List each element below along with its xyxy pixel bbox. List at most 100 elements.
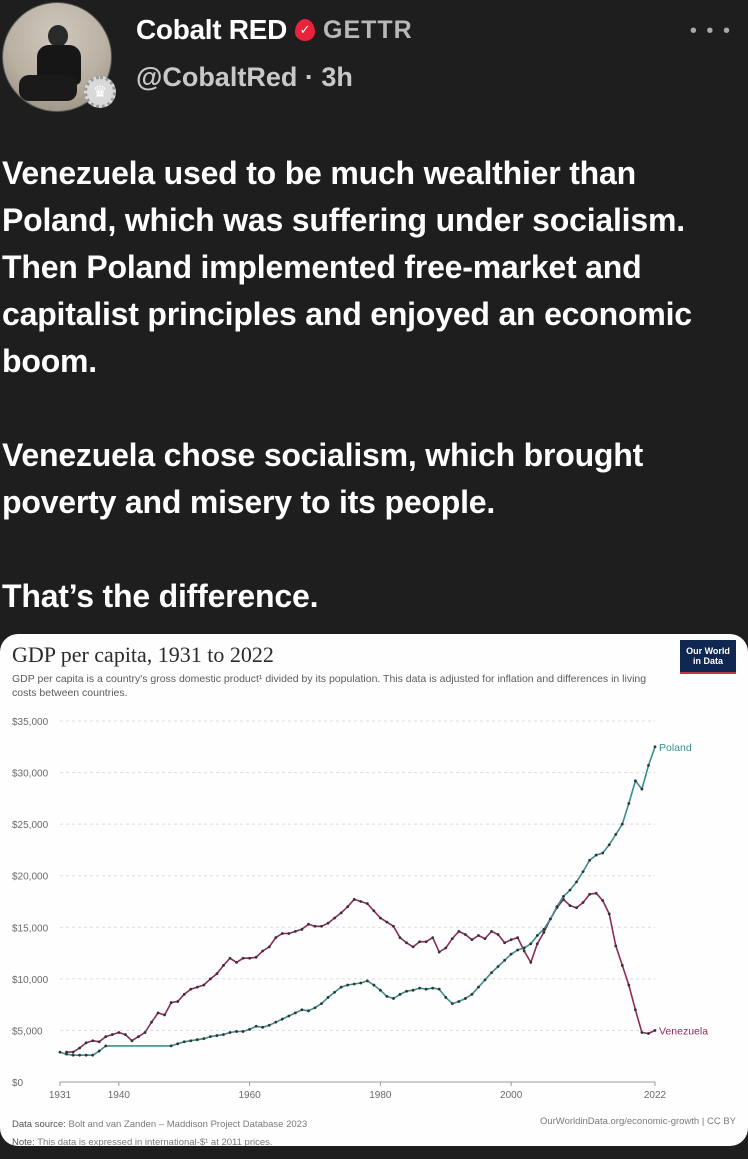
data-point [522,946,526,950]
data-point [470,992,474,996]
data-point [261,949,265,953]
data-point [313,924,317,928]
data-point [614,833,618,836]
data-point [280,1017,284,1021]
data-point [71,1053,75,1057]
author-avatar[interactable] [2,2,112,112]
data-point [208,1035,212,1039]
data-point [594,853,598,857]
separator-dot: · [304,62,314,92]
data-point [450,937,454,941]
data-point [123,1033,127,1036]
data-point [365,902,369,905]
data-point [640,787,644,791]
chart-title: GDP per capita, 1931 to 2022 [12,642,274,667]
data-point [607,843,611,847]
data-point [647,1032,650,1035]
data-point [91,1053,95,1057]
data-point [529,960,533,964]
x-tick-label: 1940 [108,1090,131,1101]
x-tick-label: 1960 [238,1090,261,1101]
avatar-figure-head [48,25,68,47]
y-tick-label: $0 [12,1078,24,1089]
data-point [326,921,330,925]
data-point [490,971,493,975]
data-point [91,1039,95,1043]
data-point [202,983,206,987]
x-tick-label: 2000 [500,1090,523,1101]
data-point [424,940,428,944]
y-tick-label: $15,000 [12,923,49,934]
chart-image[interactable]: $0 $5,000 $10,000 $15,000 $20,000 $25,000 $30,… [0,634,748,1146]
data-point [307,1009,310,1013]
source-text: Bolt and van Zanden – Maddison Project D… [68,1119,308,1130]
data-point [503,958,507,962]
chart-attribution: OurWorldinData.org/economic-growth | CC … [539,1116,736,1127]
y-tick-label: $5,000 [12,1026,43,1037]
note-text: This data is expressed in international-… [37,1137,273,1146]
data-point [463,933,467,936]
data-point [352,898,356,901]
data-point [254,1024,258,1028]
series-line-venezuela [66,892,656,1053]
data-point [457,930,461,933]
crown-badge-icon: ♛ [84,76,116,108]
data-point [169,1044,173,1048]
data-point [261,1025,265,1029]
data-point [398,936,402,939]
data-point [215,1034,219,1037]
data-point [71,1050,75,1054]
data-point [633,1008,637,1012]
data-point [431,936,435,939]
data-point [222,1033,225,1036]
data-point [509,952,513,956]
data-point [274,1020,278,1024]
data-point [405,941,408,945]
data-point [202,1037,206,1041]
data-point [163,1013,167,1017]
data-point [97,1049,101,1053]
data-point [84,1053,88,1057]
data-point [241,956,245,960]
data-point [65,1052,68,1056]
data-point [647,763,650,767]
data-point [110,1033,114,1036]
data-point [97,1040,101,1044]
data-point [208,977,212,981]
author-display-name[interactable]: Cobalt RED [136,14,288,45]
data-point [575,880,578,884]
avatar-figure-legs [19,75,77,101]
data-point [398,992,402,996]
data-point [320,924,323,928]
data-point [411,988,415,992]
data-point [490,930,493,933]
more-options-icon[interactable]: • • • [689,20,732,42]
data-point [568,888,572,892]
data-point [215,972,219,976]
y-tick-label: $10,000 [12,975,49,986]
series-label-venezuela: Venezuela [659,1025,708,1037]
data-point [477,934,480,937]
data-point [535,934,539,937]
data-point [130,1039,134,1043]
data-point [450,1002,454,1006]
source-label: Data source: [12,1119,66,1130]
data-point [280,932,284,935]
data-point [620,964,624,967]
data-point [104,1035,108,1039]
data-point [385,920,389,924]
author-handle[interactable]: @CobaltRed [136,62,298,92]
data-point [189,987,193,991]
data-point [372,983,376,987]
data-point [182,992,186,996]
data-point [228,1031,232,1034]
data-point [496,933,500,936]
data-point [300,927,304,931]
data-point [411,945,415,949]
data-point [535,942,539,946]
data-point [359,900,363,903]
y-tick-label: $30,000 [12,769,49,780]
data-point [627,983,631,987]
line-chart: $0 $5,000 $10,000 $15,000 $20,000 $25,000 $30,… [12,717,708,1101]
data-point [463,997,467,1000]
